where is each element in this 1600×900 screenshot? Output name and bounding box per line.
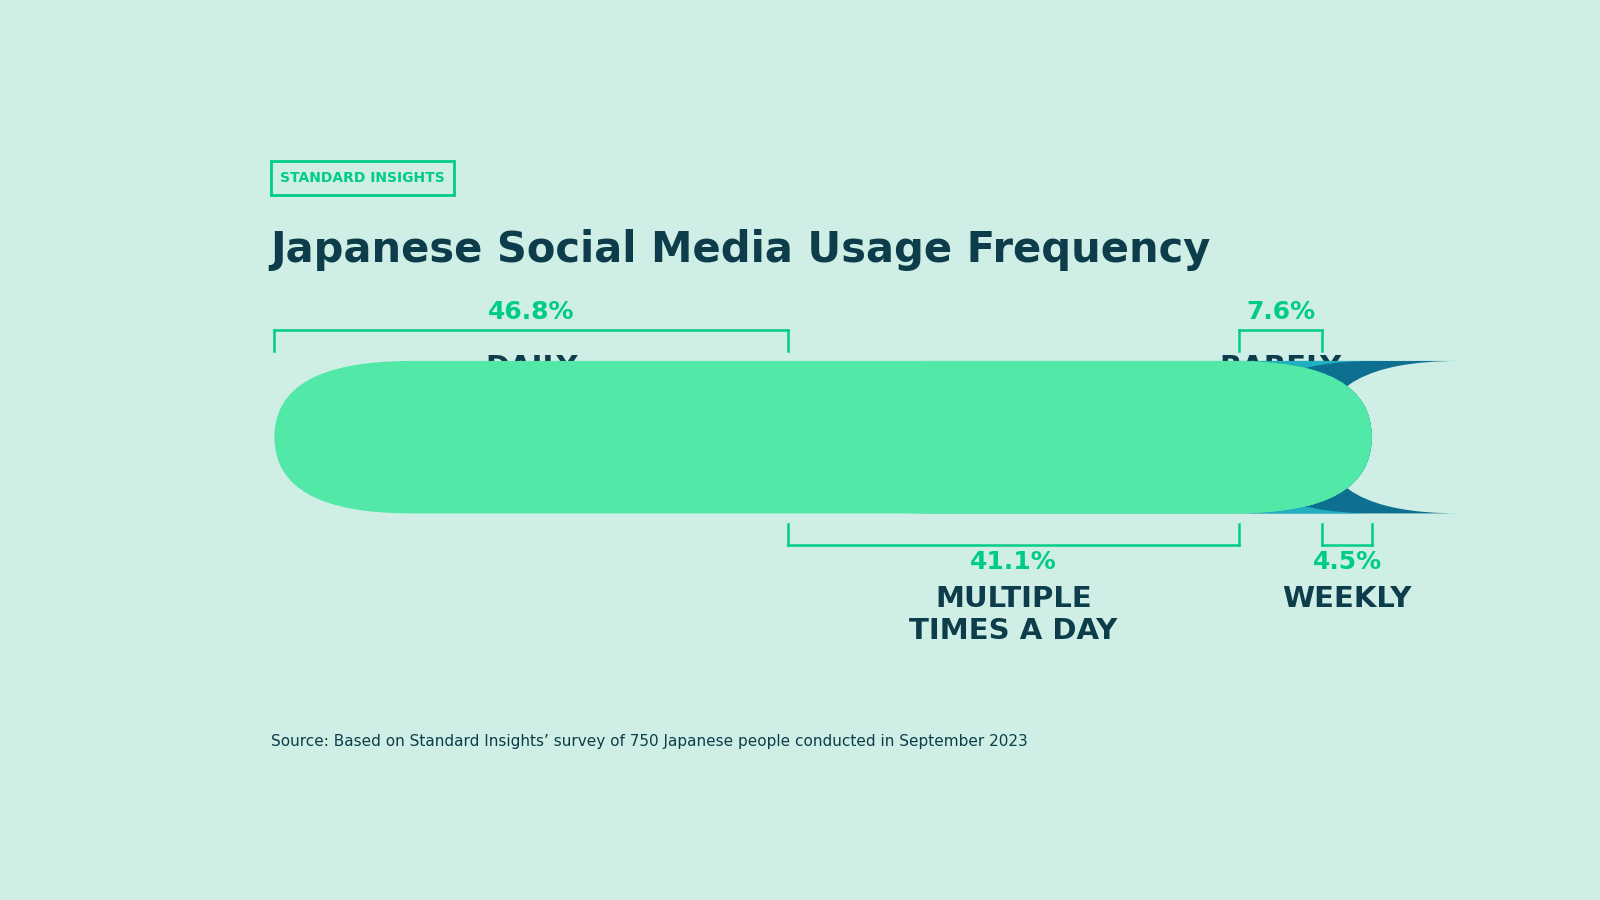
FancyBboxPatch shape [1235,361,1459,513]
Text: 4.5%: 4.5% [1312,550,1382,574]
FancyBboxPatch shape [270,161,454,194]
FancyBboxPatch shape [275,361,1371,513]
Text: RARELY: RARELY [1219,354,1342,382]
Text: 46.8%: 46.8% [488,301,574,324]
Text: Japanese Social Media Usage Frequency: Japanese Social Media Usage Frequency [270,230,1211,271]
Text: WEEKLY: WEEKLY [1283,585,1411,613]
Text: 41.1%: 41.1% [970,550,1058,574]
Text: DAILY: DAILY [485,354,578,382]
FancyBboxPatch shape [1235,361,1376,513]
FancyBboxPatch shape [787,361,1371,513]
Text: STANDARD INSIGHTS: STANDARD INSIGHTS [280,171,445,185]
Text: MULTIPLE
TIMES A DAY: MULTIPLE TIMES A DAY [909,585,1118,645]
Text: 7.6%: 7.6% [1246,301,1315,324]
Text: Source: Based on Standard Insights’ survey of 750 Japanese people conducted in S: Source: Based on Standard Insights’ surv… [270,734,1027,749]
